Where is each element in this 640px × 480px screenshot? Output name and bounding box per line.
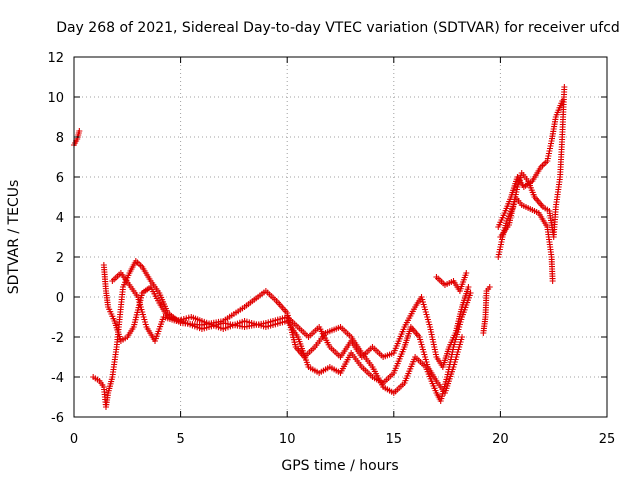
- y-tick-label: 12: [47, 51, 64, 66]
- axis-ticks: [73, 56, 608, 418]
- y-tick-label: 0: [56, 291, 64, 306]
- y-tick-label: 8: [56, 131, 64, 146]
- series-seg-i: [497, 194, 556, 284]
- series-seg-c: [100, 262, 472, 370]
- data-point: [467, 290, 474, 296]
- data-point: [459, 334, 466, 340]
- y-axis-label: SDTVAR / TECUs: [6, 180, 22, 295]
- data-point: [486, 284, 493, 290]
- y-tick-label: 10: [47, 91, 64, 106]
- y-tick-label: 6: [56, 171, 64, 186]
- x-tick-label: 20: [492, 432, 509, 447]
- data-point: [561, 84, 568, 90]
- y-tick-label: 2: [56, 251, 64, 266]
- x-tick-label: 15: [386, 432, 403, 447]
- data-point: [549, 278, 556, 284]
- x-axis-label: GPS time / hours: [281, 458, 398, 474]
- y-tick-label: -6: [51, 411, 64, 426]
- data-point: [559, 98, 566, 104]
- grid: [74, 57, 607, 417]
- series-seg-d: [109, 270, 466, 396]
- plot-frame: [73, 56, 608, 418]
- data-point: [465, 284, 472, 290]
- x-tick-label: 25: [599, 432, 616, 447]
- chart-title: Day 268 of 2021, Sidereal Day-to-day VTE…: [56, 20, 620, 36]
- y-tick-label: -4: [51, 371, 64, 386]
- x-tick-label: 5: [176, 432, 184, 447]
- series-seg-a: [71, 128, 83, 148]
- series-seg-h: [495, 98, 566, 230]
- x-tick-label: 0: [70, 432, 78, 447]
- data-points: [71, 84, 568, 410]
- y-tick-labels: -6 -4 -2 0 2 4 6 8 10 12: [47, 51, 64, 426]
- y-tick-label: -2: [51, 331, 64, 346]
- x-tick-label: 10: [279, 432, 296, 447]
- series-seg-e: [433, 270, 470, 294]
- x-tick-labels: 0 5 10 15 20 25: [70, 432, 615, 447]
- data-point: [76, 128, 83, 134]
- y-tick-label: 4: [56, 211, 64, 226]
- data-point: [463, 270, 470, 276]
- series-seg-f: [480, 284, 493, 336]
